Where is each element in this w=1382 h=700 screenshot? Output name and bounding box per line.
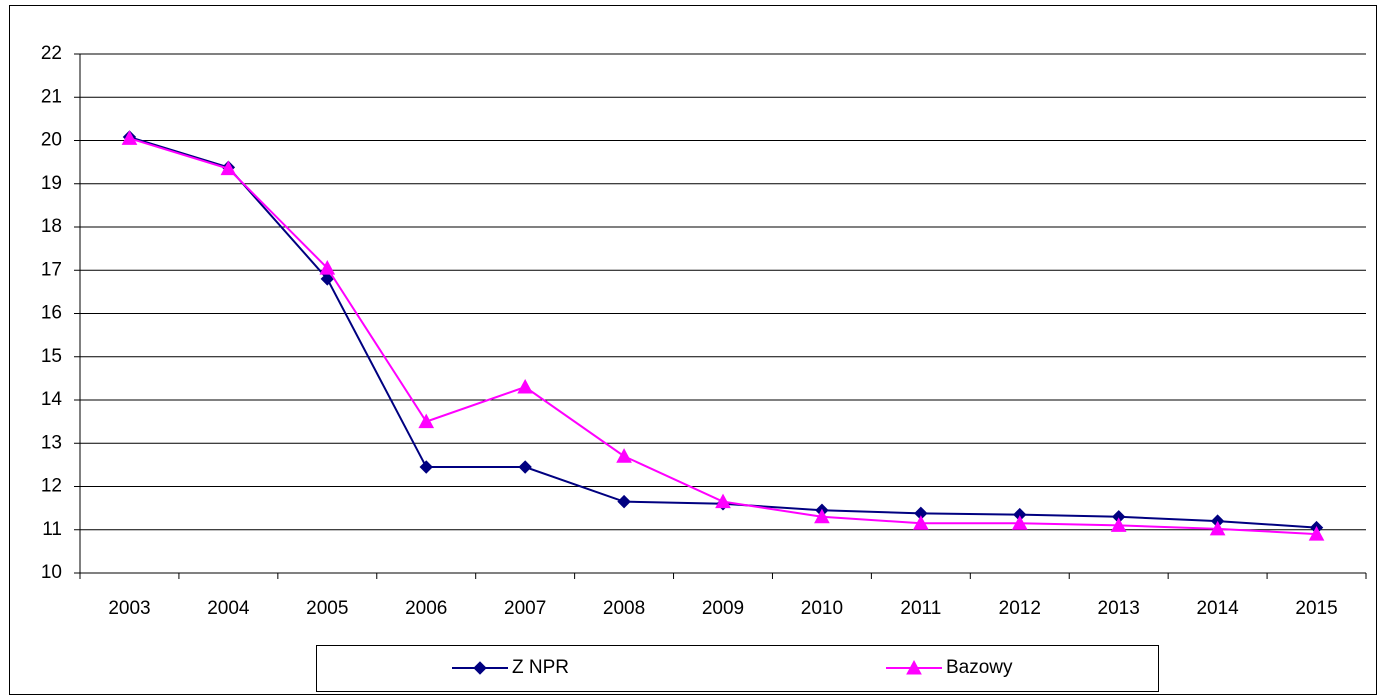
legend-label: Z NPR — [512, 657, 569, 678]
x-tick-label: 2004 — [207, 598, 250, 619]
x-tick-label: 2014 — [1196, 598, 1239, 619]
y-tick-label: 13 — [41, 432, 62, 453]
data-point — [517, 378, 533, 394]
y-tick-label: 10 — [41, 562, 62, 583]
data-point — [320, 272, 335, 286]
y-tick-label: 11 — [42, 519, 62, 540]
data-point — [616, 448, 632, 463]
y-tick-label: 17 — [41, 259, 62, 280]
x-tick-label: 2003 — [108, 598, 150, 619]
data-point — [715, 493, 731, 509]
data-point — [418, 413, 435, 429]
legend-label: Bazowy — [946, 657, 1013, 678]
chart-frame — [9, 5, 1377, 695]
x-tick-label: 2007 — [504, 598, 546, 619]
data-point — [220, 160, 237, 176]
y-tick-label: 15 — [41, 346, 62, 367]
x-tick-label: 2008 — [603, 598, 645, 619]
y-tick-label: 21 — [41, 86, 62, 107]
x-tick-label: 2013 — [1098, 598, 1140, 619]
data-point — [319, 260, 336, 275]
data-point — [913, 515, 929, 530]
data-point — [1110, 517, 1127, 532]
x-tick-label: 2005 — [306, 598, 348, 619]
legend-marker — [473, 661, 487, 675]
legend-marker — [906, 659, 922, 675]
x-tick-label: 2015 — [1295, 598, 1337, 619]
data-point — [617, 494, 631, 509]
x-tick-label: 2011 — [900, 598, 941, 619]
y-tick-label: 16 — [41, 303, 62, 324]
data-point — [419, 460, 433, 474]
y-tick-label: 18 — [41, 216, 62, 237]
data-point — [1011, 515, 1028, 530]
x-tick-label: 2009 — [702, 598, 744, 619]
data-point — [518, 460, 532, 474]
x-tick-label: 2012 — [999, 598, 1041, 619]
y-tick-label: 12 — [41, 476, 62, 497]
y-tick-label: 22 — [41, 43, 62, 64]
x-tick-label: 2006 — [405, 598, 447, 619]
data-point — [1209, 520, 1226, 536]
y-tick-label: 19 — [41, 173, 62, 194]
x-tick-label: 2010 — [801, 598, 843, 619]
y-tick-label: 14 — [41, 389, 63, 410]
data-point — [121, 130, 138, 145]
legend-box — [316, 645, 1159, 692]
data-point — [814, 508, 830, 524]
data-point — [1308, 526, 1325, 541]
y-tick-label: 20 — [41, 130, 62, 151]
